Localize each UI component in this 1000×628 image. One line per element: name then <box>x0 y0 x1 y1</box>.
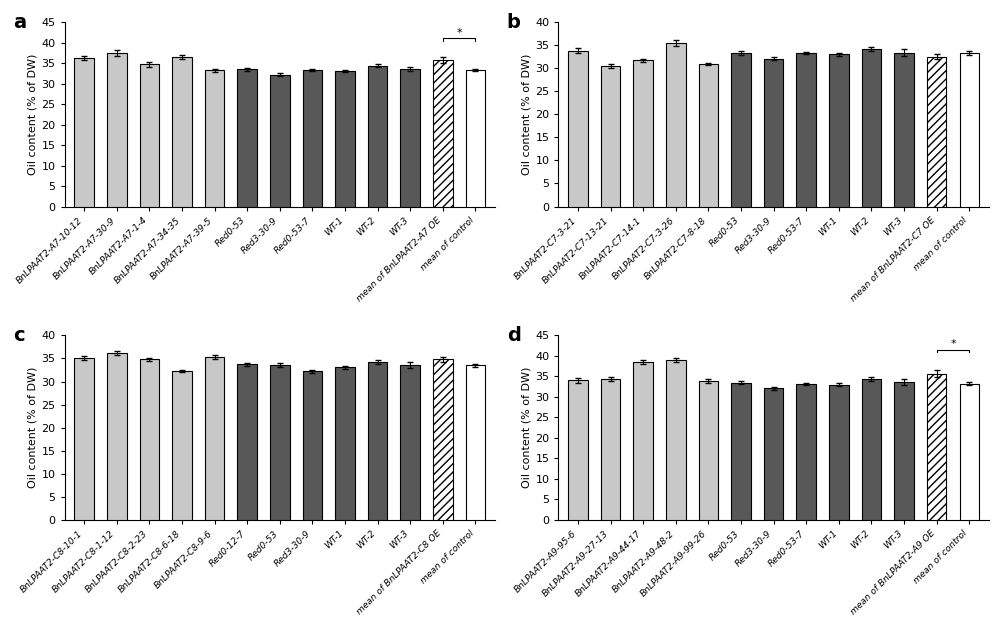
Bar <box>237 69 257 207</box>
Bar <box>731 382 751 520</box>
Bar <box>666 43 686 207</box>
Bar <box>466 365 485 520</box>
Bar <box>368 362 387 520</box>
Bar <box>74 358 94 520</box>
Bar <box>335 367 355 520</box>
Bar <box>699 64 718 207</box>
Y-axis label: Oil content (% of DW): Oil content (% of DW) <box>27 53 37 175</box>
Bar <box>466 70 485 207</box>
Text: *: * <box>456 28 462 38</box>
Text: d: d <box>507 326 521 345</box>
Bar <box>764 58 783 207</box>
Bar <box>433 359 453 520</box>
Bar <box>764 388 783 520</box>
Y-axis label: Oil content (% of DW): Oil content (% of DW) <box>521 53 531 175</box>
Bar <box>927 57 946 207</box>
Bar <box>894 53 914 207</box>
Bar <box>894 382 914 520</box>
Bar <box>303 371 322 520</box>
Bar <box>74 58 94 207</box>
Bar <box>829 384 849 520</box>
Bar <box>107 53 127 207</box>
Bar <box>796 53 816 207</box>
Bar <box>270 75 290 207</box>
Bar <box>140 64 159 207</box>
Bar <box>862 379 881 520</box>
Bar <box>237 364 257 520</box>
Bar <box>862 49 881 207</box>
Bar <box>960 53 979 207</box>
Text: b: b <box>507 13 521 32</box>
Bar <box>140 359 159 520</box>
Text: a: a <box>13 13 26 32</box>
Bar <box>601 379 620 520</box>
Bar <box>666 360 686 520</box>
Bar <box>699 381 718 520</box>
Text: *: * <box>950 339 956 349</box>
Bar <box>172 57 192 207</box>
Bar <box>731 53 751 207</box>
Bar <box>568 381 588 520</box>
Bar <box>960 384 979 520</box>
Text: c: c <box>13 326 25 345</box>
Bar <box>400 69 420 207</box>
Bar <box>205 357 224 520</box>
Bar <box>433 60 453 207</box>
Bar <box>368 65 387 207</box>
Bar <box>270 365 290 520</box>
Bar <box>927 374 946 520</box>
Bar <box>601 66 620 207</box>
Bar <box>568 51 588 207</box>
Bar <box>172 371 192 520</box>
Bar <box>107 353 127 520</box>
Y-axis label: Oil content (% of DW): Oil content (% of DW) <box>27 367 37 489</box>
Bar <box>633 362 653 520</box>
Y-axis label: Oil content (% of DW): Oil content (% of DW) <box>521 367 531 489</box>
Bar <box>829 55 849 207</box>
Bar <box>633 60 653 207</box>
Bar <box>303 70 322 207</box>
Bar <box>796 384 816 520</box>
Bar <box>205 70 224 207</box>
Bar <box>335 71 355 207</box>
Bar <box>400 365 420 520</box>
